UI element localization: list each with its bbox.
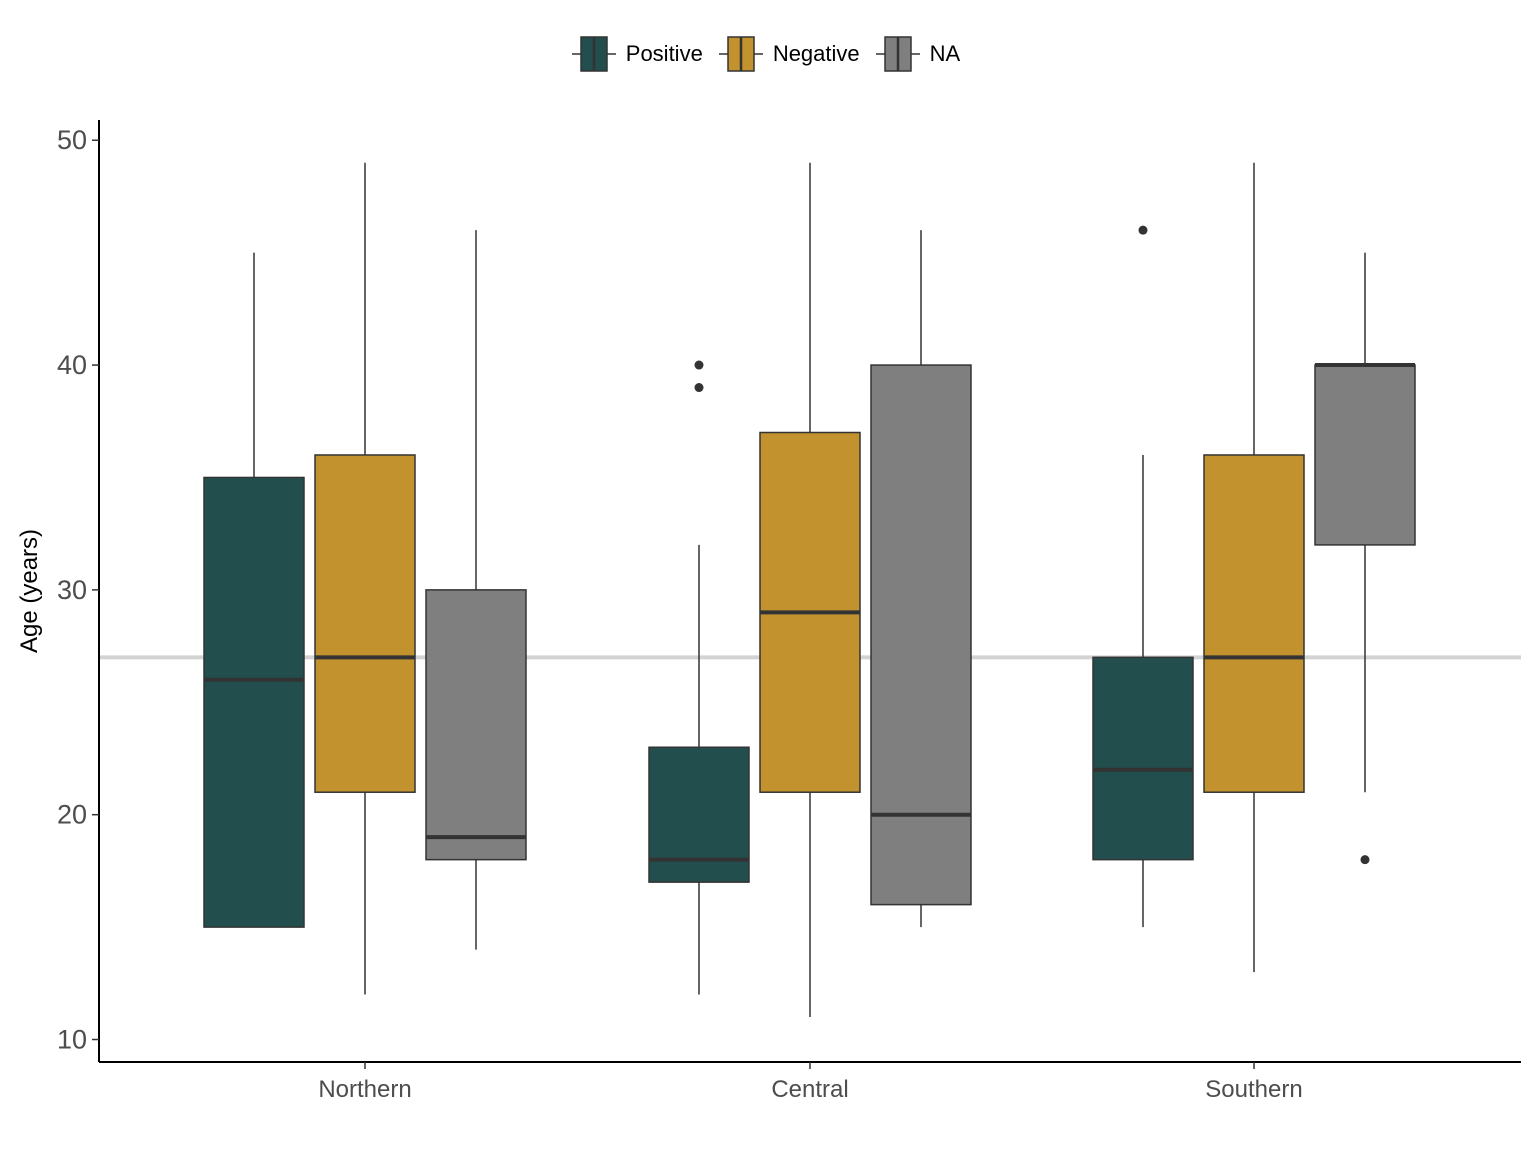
outlier-positive-southern-0 xyxy=(1138,225,1148,235)
box-positive-northern xyxy=(203,476,305,928)
y-tick-label-20: 20 xyxy=(57,800,87,830)
y-tick-label-10: 10 xyxy=(57,1025,87,1055)
box-na-southern xyxy=(1314,364,1416,546)
box-positive-central xyxy=(648,746,750,883)
legend-label-negative: Negative xyxy=(772,41,860,66)
legend-label-na: NA xyxy=(929,41,961,66)
outlier-positive-central-0 xyxy=(694,383,704,393)
legend-item-negative: Negative xyxy=(718,32,860,76)
outlier-positive-central-1 xyxy=(694,360,704,370)
legend-key-positive xyxy=(571,36,616,72)
outlier-na-southern-0 xyxy=(1360,855,1370,865)
x-tick-label-central: Central xyxy=(771,1076,848,1103)
box-positive-southern xyxy=(1092,656,1194,861)
x-tick-label-southern: Southern xyxy=(1205,1076,1302,1103)
box-na-central xyxy=(870,364,972,906)
y-tick-label-40: 40 xyxy=(57,350,87,380)
box-negative-northern xyxy=(314,454,416,793)
legend-key-negative xyxy=(718,36,763,72)
legend-label-positive: Positive xyxy=(625,41,703,66)
x-tick-label-northern: Northern xyxy=(318,1076,411,1103)
y-axis-title: Age (years) xyxy=(16,529,43,653)
y-tick-label-30: 30 xyxy=(57,575,87,605)
box-na-northern xyxy=(425,589,527,861)
legend: Positive Negative NA xyxy=(0,28,1536,80)
y-tick-label-50: 50 xyxy=(57,125,87,155)
legend-item-na: NA xyxy=(875,32,961,76)
box-negative-southern xyxy=(1203,454,1305,793)
legend-key-na xyxy=(875,36,920,72)
legend-item-positive: Positive xyxy=(571,32,703,76)
